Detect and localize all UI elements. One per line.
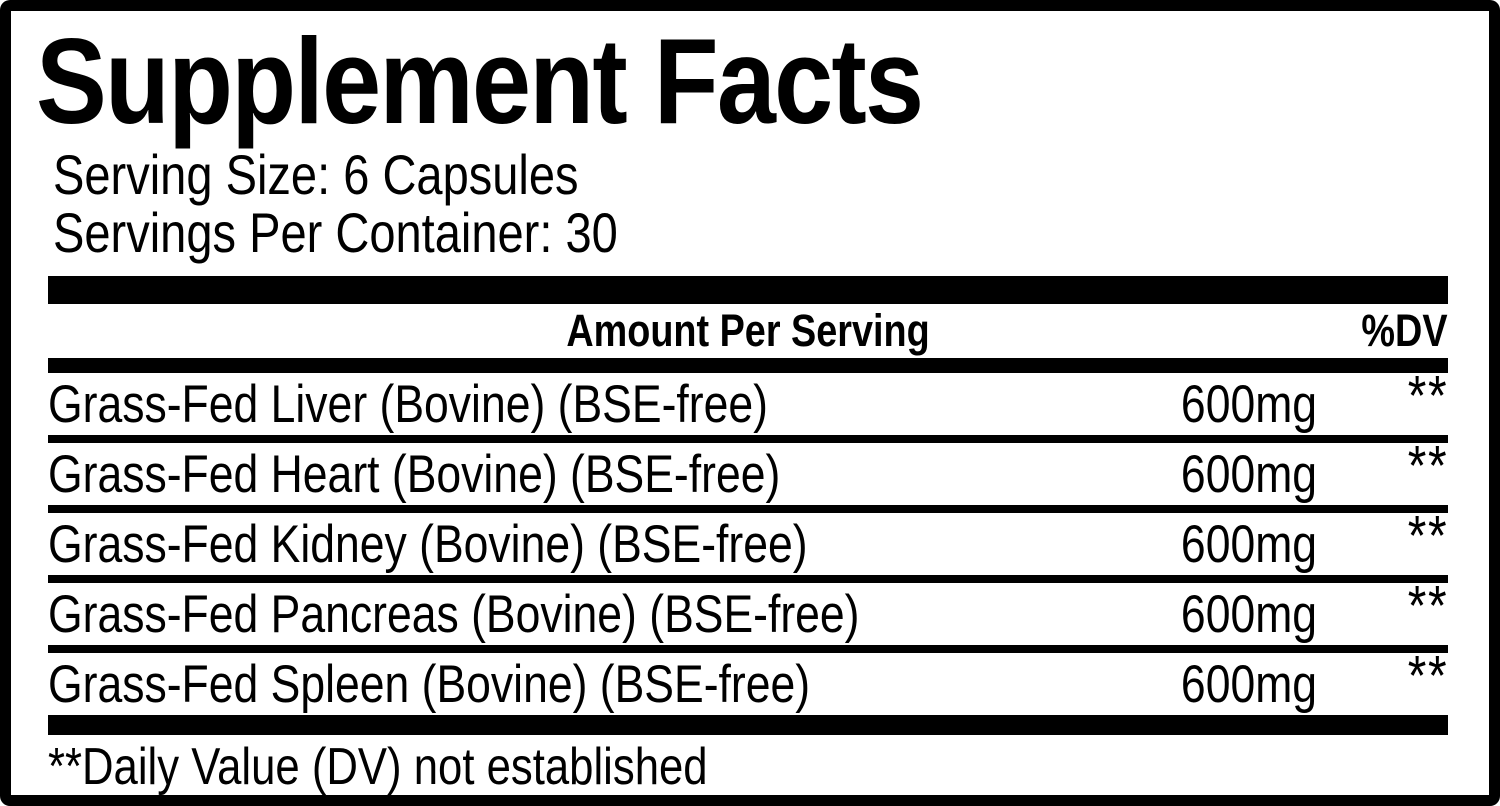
- ingredient-amount: 600mg: [1180, 584, 1317, 644]
- ingredient-amount: 600mg: [1180, 514, 1317, 574]
- column-header-row: Amount Per Serving %DV: [48, 304, 1448, 358]
- ingredient-dv: **: [1407, 364, 1448, 429]
- top-divider-bar: [48, 276, 1448, 305]
- daily-value-footnote: **Daily Value (DV) not established: [48, 740, 1448, 795]
- ingredient-amount: 600mg: [1180, 654, 1317, 714]
- ingredient-name: Grass-Fed Liver (Bovine) (BSE-free): [48, 374, 768, 434]
- serving-size-line: Serving Size: 6 Capsules: [53, 146, 1489, 204]
- label-title-text: Supplement Facts: [36, 13, 924, 149]
- ingredient-amount: 600mg: [1180, 444, 1317, 504]
- row-separator: [48, 575, 1448, 584]
- bottom-divider-bar: [48, 715, 1448, 736]
- ingredient-dv: **: [1407, 644, 1448, 709]
- ingredient-name: Grass-Fed Kidney (Bovine) (BSE-free): [48, 514, 808, 574]
- row-separator: [48, 435, 1448, 444]
- ingredient-name: Grass-Fed Pancreas (Bovine) (BSE-free): [48, 584, 860, 644]
- label-title: Supplement Facts: [36, 13, 1489, 149]
- percent-dv-header: %DV: [1361, 305, 1448, 357]
- serving-size-text: Serving Size: 6 Capsules: [53, 143, 579, 207]
- ingredient-row: Grass-Fed Kidney (Bovine) (BSE-free) 600…: [48, 504, 1448, 575]
- ingredient-name: Grass-Fed Spleen (Bovine) (BSE-free): [48, 654, 811, 714]
- ingredient-row: Grass-Fed Heart (Bovine) (BSE-free) 600m…: [48, 434, 1448, 505]
- ingredient-row: Grass-Fed Liver (Bovine) (BSE-free) 600m…: [48, 364, 1448, 435]
- amount-per-serving-header: Amount Per Serving: [566, 305, 930, 357]
- ingredient-dv: **: [1407, 434, 1448, 499]
- daily-value-footnote-text: **Daily Value (DV) not established: [48, 738, 708, 797]
- ingredient-row: Grass-Fed Spleen (Bovine) (BSE-free) 600…: [48, 644, 1448, 715]
- ingredient-dv: **: [1407, 574, 1448, 639]
- ingredient-dv: **: [1407, 504, 1448, 569]
- servings-per-container-text: Servings Per Container: 30: [53, 200, 618, 264]
- row-separator: [48, 645, 1448, 654]
- row-separator: [48, 505, 1448, 514]
- ingredient-row: Grass-Fed Pancreas (Bovine) (BSE-free) 6…: [48, 574, 1448, 645]
- header-separator-bar: [48, 358, 1448, 374]
- ingredient-amount: 600mg: [1180, 374, 1317, 434]
- servings-per-container-line: Servings Per Container: 30: [53, 204, 1489, 262]
- facts-table: Amount Per Serving %DV Grass-Fed Liver (…: [48, 276, 1448, 736]
- ingredient-name: Grass-Fed Heart (Bovine) (BSE-free): [48, 444, 781, 504]
